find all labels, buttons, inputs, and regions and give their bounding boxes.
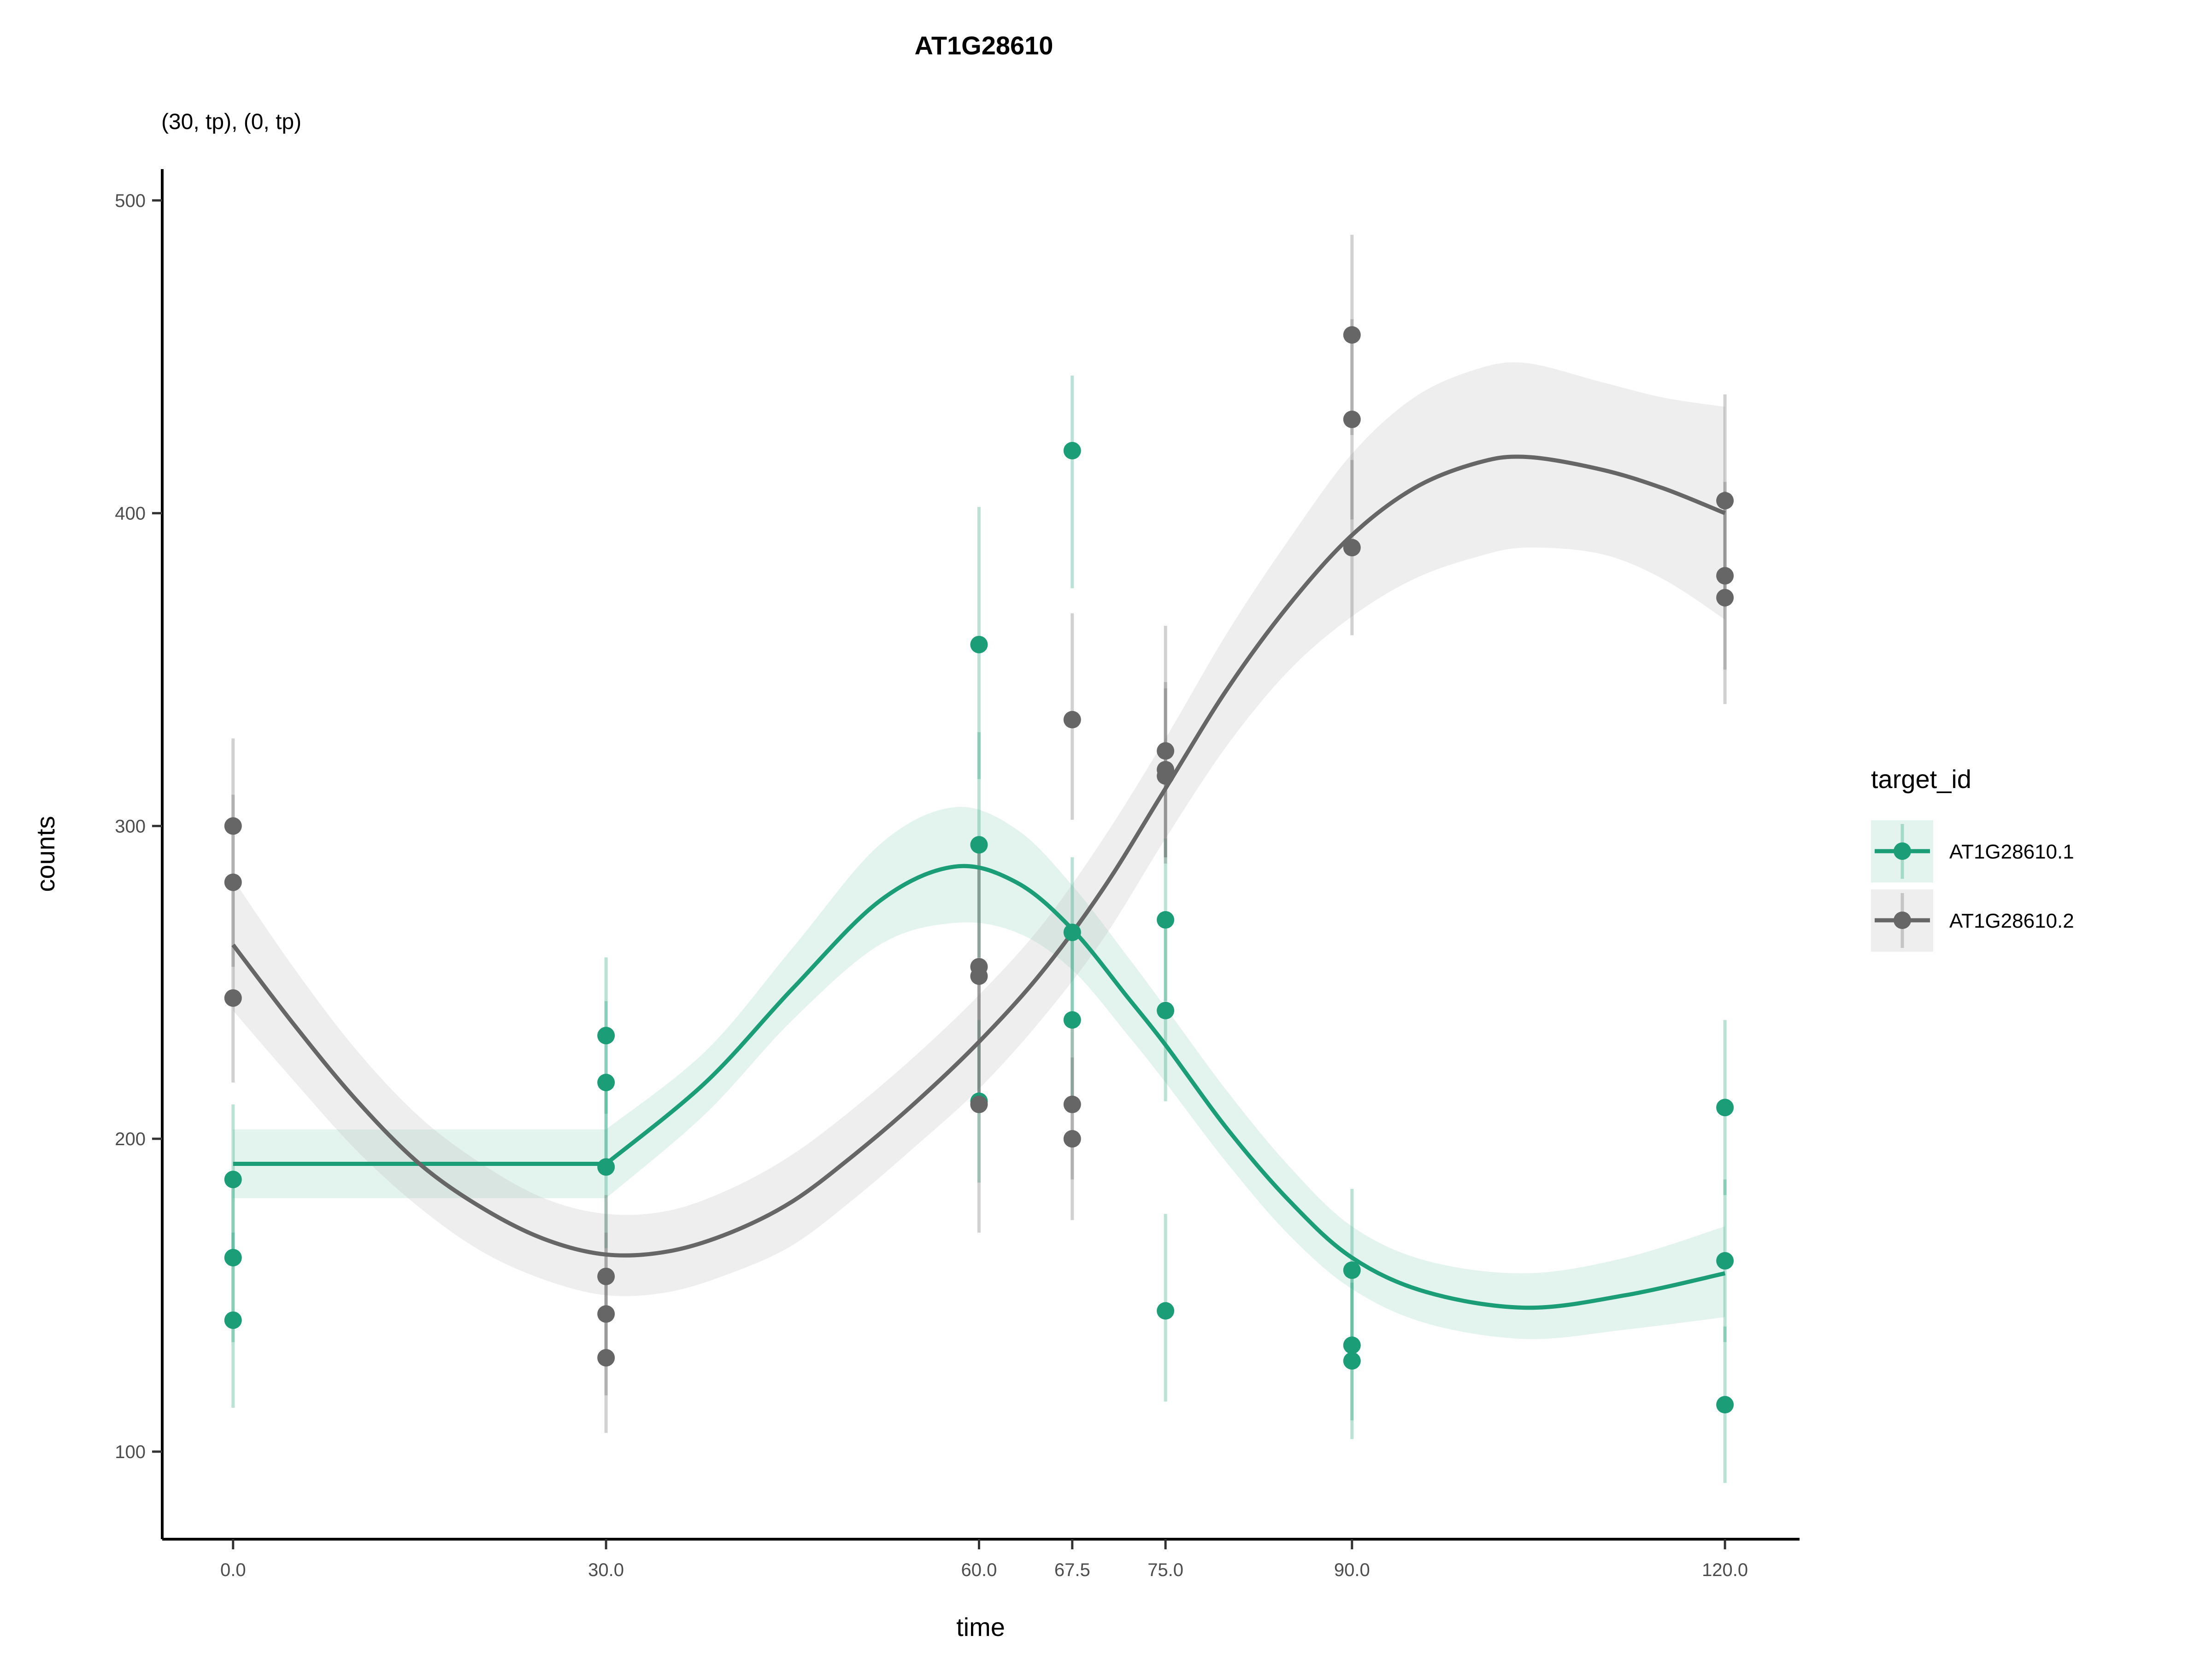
chart-subtitle: (30, tp), (0, tp): [161, 110, 301, 134]
fit-line: [231, 454, 1726, 1258]
data-point: [224, 1171, 242, 1188]
data-point: [597, 1158, 615, 1176]
y-tick-label: 400: [115, 504, 146, 524]
data-point: [1157, 1302, 1175, 1320]
y-tick-label: 300: [115, 816, 146, 836]
data-point: [970, 1095, 988, 1113]
data-point: [1157, 911, 1175, 929]
y-tick-label: 500: [115, 191, 146, 211]
x-tick-label: 75.0: [1147, 1560, 1183, 1580]
data-point: [1343, 326, 1361, 344]
legend-key-point: [1894, 842, 1911, 860]
data-point: [1157, 767, 1175, 785]
confidence-band: [233, 362, 1725, 1296]
data-point: [597, 1305, 615, 1323]
data-points: [224, 326, 1734, 1414]
data-point: [970, 836, 988, 854]
data-point: [597, 1349, 615, 1367]
data-point: [1063, 711, 1081, 729]
data-point: [224, 989, 242, 1007]
data-point: [597, 1074, 615, 1091]
data-point: [1063, 1095, 1081, 1113]
data-point: [1343, 411, 1361, 429]
data-point: [1716, 492, 1734, 510]
data-point: [1716, 1396, 1734, 1414]
data-point: [224, 817, 242, 835]
data-point: [1157, 1001, 1175, 1019]
fit-line: [233, 864, 1726, 1310]
data-point: [1343, 1336, 1361, 1354]
legend: target_id AT1G28610.1 AT1G28610.2: [1871, 765, 2074, 952]
data-point: [1716, 588, 1734, 606]
legend-key-point: [1894, 912, 1911, 929]
x-tick-label: 0.0: [220, 1560, 246, 1580]
y-tick-label: 200: [115, 1129, 146, 1149]
data-point: [970, 967, 988, 985]
data-point: [1063, 924, 1081, 941]
data-point: [1716, 1252, 1734, 1270]
legend-title: target_id: [1871, 765, 1971, 794]
data-point: [1063, 1130, 1081, 1148]
confidence-band: [233, 806, 1725, 1339]
fit-lines: [231, 454, 1726, 1310]
data-point: [224, 873, 242, 891]
data-point: [1157, 742, 1175, 760]
data-point: [1063, 441, 1081, 459]
legend-label: AT1G28610.2: [1949, 910, 2074, 932]
data-point: [1343, 539, 1361, 557]
data-point: [1343, 1352, 1361, 1370]
x-tick-label: 30.0: [588, 1560, 624, 1580]
x-tick-label: 60.0: [961, 1560, 997, 1580]
confidence-bands: [233, 362, 1725, 1339]
data-point: [224, 1311, 242, 1329]
data-point: [1716, 1099, 1734, 1117]
data-point: [597, 1027, 615, 1045]
data-point: [224, 1249, 242, 1267]
data-point: [1343, 1261, 1361, 1279]
x-tick-label: 90.0: [1334, 1560, 1370, 1580]
x-axis-title: time: [956, 1612, 1005, 1641]
data-point: [970, 635, 988, 653]
data-point: [1716, 567, 1734, 585]
y-tick-label: 100: [115, 1442, 146, 1462]
axis-ticks: 0.0 30.0 60.0 67.5 75.0 90.0 120.0 100 200 300 400…: [115, 191, 1748, 1580]
data-point: [597, 1267, 615, 1285]
legend-key: [1871, 820, 1933, 882]
chart-title: AT1G28610: [915, 31, 1053, 60]
legend-key: [1871, 889, 1933, 952]
legend-label: AT1G28610.1: [1949, 841, 2074, 863]
x-tick-label: 120.0: [1702, 1560, 1748, 1580]
plot-area: [224, 235, 1734, 1483]
y-axis-title: counts: [31, 816, 60, 892]
data-point: [1063, 1011, 1081, 1029]
x-tick-label: 67.5: [1054, 1560, 1090, 1580]
